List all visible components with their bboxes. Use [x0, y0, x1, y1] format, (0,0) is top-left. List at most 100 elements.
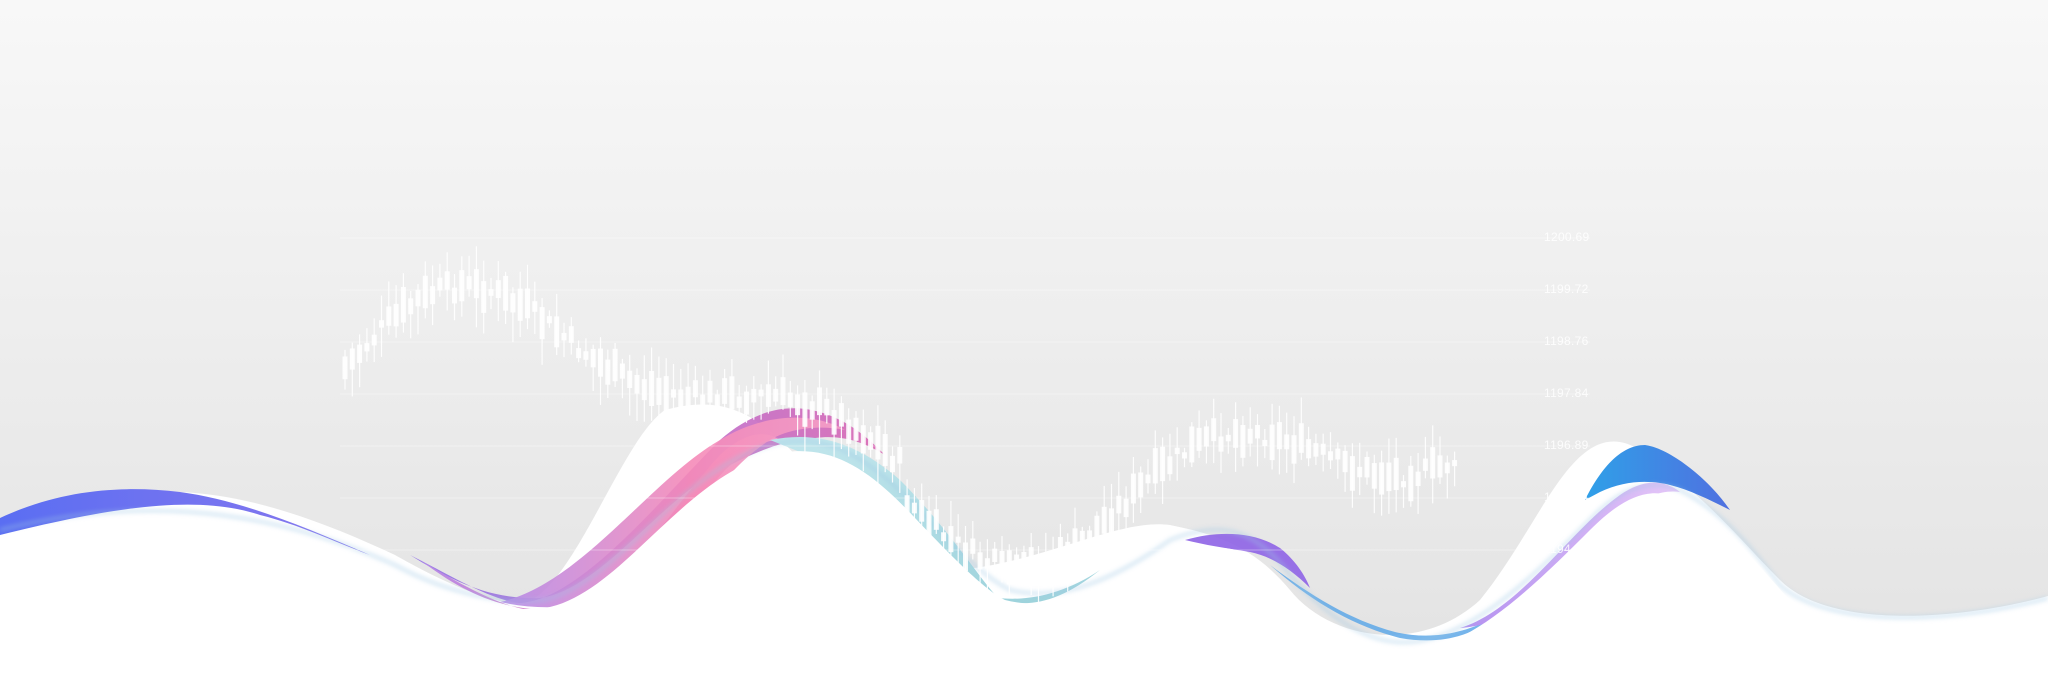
candle-body [1182, 452, 1187, 459]
candle-body [1401, 481, 1406, 488]
candle-body [598, 348, 603, 377]
candle-body [393, 303, 399, 327]
candle-body [1050, 550, 1056, 570]
candle-body [911, 502, 917, 514]
candle-body [1284, 434, 1290, 450]
candle-body [707, 380, 713, 403]
candle-body [1349, 456, 1355, 491]
candle-body [459, 270, 465, 302]
candle-body [765, 384, 771, 407]
candle-body [1386, 462, 1392, 492]
candle-body [824, 398, 830, 416]
candle-body [1422, 458, 1428, 471]
candle-body [1452, 460, 1458, 467]
candle-body [685, 386, 691, 407]
candle-body [736, 396, 742, 408]
candle-body [860, 425, 866, 454]
candle-body [955, 536, 961, 543]
candle-body [437, 277, 443, 291]
blue-band [1585, 445, 1730, 510]
candle-body [1211, 418, 1217, 442]
candle-body [1320, 443, 1326, 455]
candle-body [714, 394, 720, 416]
candle-body [722, 378, 728, 404]
candle-body [751, 388, 757, 403]
candle-body [656, 377, 662, 405]
candle-body [941, 532, 947, 542]
candle-body [1021, 551, 1027, 568]
candle-body [1430, 447, 1436, 479]
candle-body [408, 298, 414, 315]
candle-body [357, 344, 363, 363]
candle-body [1379, 462, 1385, 495]
candle-body [758, 389, 764, 397]
candle-body [546, 316, 552, 324]
price-tick-label: 1200.69 [1544, 230, 1590, 244]
candle-body [1444, 462, 1450, 474]
candle-body [773, 388, 779, 402]
candle-body [495, 280, 501, 298]
violet-band [0, 489, 370, 555]
pink-hump [500, 417, 845, 608]
purple-accent [1185, 533, 1310, 588]
candle-body [1306, 439, 1312, 459]
candle-body [1160, 446, 1166, 482]
candle-body [627, 370, 633, 389]
candle-body [430, 286, 436, 305]
candle-body [1262, 439, 1268, 446]
candle-body [984, 558, 990, 569]
candle-body [1065, 541, 1071, 569]
candle-body [802, 392, 808, 427]
candle-body [444, 271, 450, 290]
candle-body [1313, 443, 1319, 457]
candle-body [1276, 422, 1282, 450]
candle-body [1094, 515, 1100, 539]
price-tick-label: 1196.89 [1544, 438, 1589, 452]
candle-body [1057, 537, 1063, 558]
candle-body [400, 287, 406, 323]
price-tick-label: 1197.84 [1544, 386, 1589, 400]
candle-body [977, 552, 983, 570]
candle-body [1408, 465, 1414, 502]
candle-body [1364, 456, 1370, 478]
candle-body [386, 306, 392, 326]
candle-body [926, 510, 932, 537]
candle-body [379, 320, 384, 328]
candle-body [539, 307, 545, 340]
candle-body [1233, 419, 1239, 448]
candle-body [1269, 424, 1275, 461]
candle-body [1101, 506, 1107, 534]
candle-body [1145, 474, 1151, 484]
candle-body [583, 351, 589, 360]
candle-body [466, 276, 472, 290]
candle-body [1291, 435, 1297, 464]
candle-body [1371, 463, 1377, 489]
candle-body [619, 363, 625, 379]
candle-body [612, 348, 618, 382]
price-tick-label: 1199.72 [1544, 282, 1589, 296]
candle-body [503, 275, 509, 311]
candle-body [1196, 427, 1202, 451]
candle-body [1298, 423, 1304, 453]
candle-body [1123, 498, 1129, 518]
candle-body [568, 326, 574, 343]
candle-body [933, 509, 939, 530]
candle-body [1225, 434, 1231, 442]
candle-body [1087, 530, 1093, 546]
candle-body [349, 348, 355, 370]
candle-body [1014, 554, 1020, 565]
candle-body [576, 348, 582, 359]
candle-body [634, 374, 640, 394]
candle-body [1247, 428, 1253, 444]
candle-body [342, 356, 348, 380]
candle-body [1079, 530, 1085, 546]
candle-body [671, 389, 676, 398]
candle-body [554, 316, 560, 348]
candle-body [729, 376, 735, 410]
candle-body [1240, 424, 1246, 458]
candle-body [780, 377, 786, 406]
candle-body [890, 455, 895, 473]
candle-body [897, 446, 903, 464]
wave-shadow [0, 439, 2048, 644]
candle-body [1043, 554, 1049, 568]
